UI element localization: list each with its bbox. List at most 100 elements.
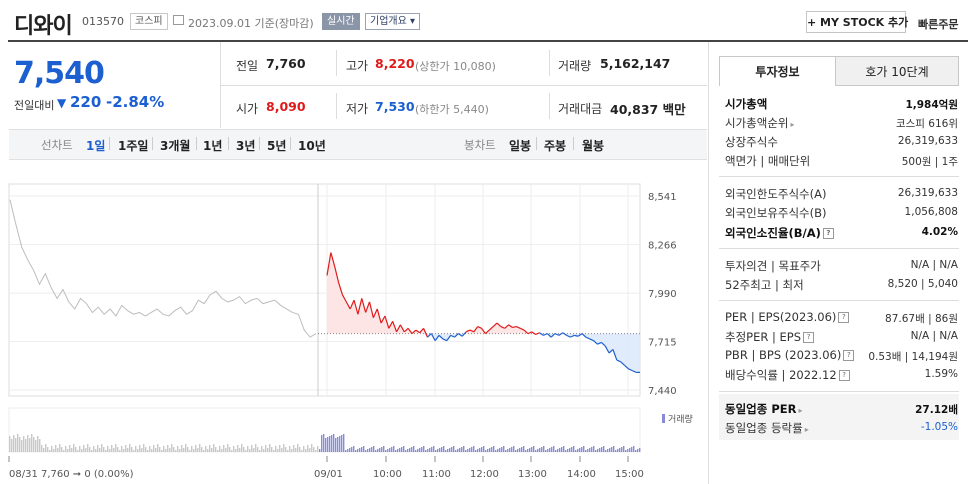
help-icon[interactable]: ? — [838, 370, 850, 381]
volume-bar — [317, 446, 319, 452]
x-tick-label: 13:00 — [518, 469, 547, 480]
period-1w[interactable]: 1주일 — [118, 139, 149, 153]
volume-bar — [497, 449, 499, 452]
period-1d[interactable]: 1일 — [86, 139, 106, 153]
volume-bar — [395, 450, 397, 452]
volume-bar — [609, 448, 611, 452]
volume-bar — [525, 450, 527, 452]
quick-order-button[interactable]: 빠른주문 — [918, 18, 959, 31]
help-icon[interactable]: ? — [843, 350, 855, 361]
volume-bar — [337, 437, 339, 452]
volume-bar — [437, 449, 439, 452]
volume-bar — [139, 445, 141, 452]
volume-bar — [217, 450, 219, 452]
tab-hoga-10[interactable]: 호가 10단계 — [835, 56, 959, 86]
help-icon[interactable]: ? — [822, 228, 834, 239]
volume-bar — [589, 448, 591, 452]
volume-bar — [137, 449, 139, 452]
volume-bar — [355, 450, 357, 452]
volume-bar — [77, 450, 79, 452]
period-5y[interactable]: 5년 — [267, 139, 287, 153]
candle-monthly[interactable]: 월봉 — [582, 139, 605, 153]
price-segment — [388, 320, 394, 329]
volume-bar — [463, 446, 465, 452]
volume-bar — [15, 438, 17, 452]
volume-bar — [169, 448, 171, 452]
add-mystock-button[interactable]: + MY STOCK 추가 — [806, 11, 908, 33]
change-label: 전일대비 — [14, 99, 55, 112]
price-segment — [508, 324, 513, 328]
volume-bar — [629, 448, 631, 452]
period-10y[interactable]: 10년 — [298, 139, 326, 153]
volume-value: 5,162,147 — [600, 56, 671, 71]
industry-per-label[interactable]: 동일업종 PER ▸ — [725, 401, 802, 417]
w52-value: 8,520 | 5,040 — [887, 278, 958, 290]
volume-bar — [109, 449, 111, 452]
upper-limit: (상한가 10,080) — [415, 60, 496, 73]
period-3m[interactable]: 3개월 — [160, 139, 191, 153]
volume-bar — [385, 450, 387, 452]
volume-bar — [329, 436, 331, 452]
candle-daily[interactable]: 일봉 — [509, 139, 532, 153]
volume-bar — [503, 446, 505, 452]
volume-bar — [551, 447, 553, 452]
volume-bar — [593, 446, 595, 452]
help-icon[interactable]: ? — [838, 312, 850, 323]
volume-bar — [279, 445, 281, 452]
price-segment — [380, 315, 386, 324]
volume-bar — [571, 447, 573, 452]
volume-bar — [189, 450, 191, 452]
volume-bar — [545, 450, 547, 452]
volume-bar — [347, 449, 349, 452]
volume-bar — [365, 450, 367, 452]
volume-bar — [381, 447, 383, 452]
volume-bar — [411, 447, 413, 452]
industry-rate-label[interactable]: 동일업종 등락률 ▸ — [725, 420, 809, 436]
par-value: 500원 | 1주 — [901, 156, 958, 168]
volume-label: 거래량 — [668, 413, 693, 425]
volume-bar — [401, 447, 403, 452]
volume-bar — [535, 450, 537, 452]
tab-invest-info[interactable]: 투자정보 — [719, 56, 836, 86]
price-segment — [399, 324, 405, 333]
volume-bar — [11, 439, 13, 452]
volume-bar — [195, 445, 197, 452]
price-segment — [512, 325, 517, 329]
volume-bar — [327, 437, 329, 452]
period-3y[interactable]: 3년 — [236, 139, 256, 153]
volume-bar — [143, 444, 145, 452]
volume-bar — [83, 445, 85, 452]
est-per-text: 추정PER | EPS — [725, 330, 802, 344]
period-separator — [228, 137, 229, 150]
candle-weekly[interactable]: 주봉 — [544, 139, 567, 153]
price-segment — [357, 298, 363, 315]
cap-rank-label[interactable]: 시가총액순위 ▸ — [725, 115, 795, 131]
volume-bar — [271, 447, 273, 452]
volume-bar — [547, 449, 549, 452]
volume-bar — [597, 449, 599, 452]
price-segment — [481, 327, 486, 334]
price-segment — [519, 327, 525, 331]
company-info-dropdown[interactable]: 기업개요 ▾ — [365, 13, 420, 30]
volume-bar — [125, 445, 127, 452]
open-label: 시가 — [236, 102, 259, 116]
foreign-limit-value: 26,319,633 — [897, 187, 958, 199]
volume-bar — [49, 450, 51, 452]
realtime-button[interactable]: 실시간 — [322, 13, 360, 30]
volume-bar — [97, 445, 99, 452]
volume-bar — [247, 446, 249, 452]
volume-bar — [319, 449, 321, 452]
help-icon[interactable]: ? — [803, 332, 815, 343]
volume-bar — [177, 446, 179, 452]
volume-bar — [591, 447, 593, 452]
foreign-ratio-value: 4.02% — [921, 226, 958, 238]
volume-bar — [163, 446, 165, 452]
volume-bar — [289, 446, 291, 452]
price-chart[interactable]: 8,5418,2667,9907,7157,44008/3109/0110:00… — [0, 180, 708, 484]
volume-bar — [351, 447, 353, 452]
price-segment — [496, 322, 502, 328]
period-1y[interactable]: 1년 — [203, 139, 223, 153]
volume-bar — [43, 448, 45, 452]
volume-bar — [611, 447, 613, 452]
volume-bar — [585, 450, 587, 452]
